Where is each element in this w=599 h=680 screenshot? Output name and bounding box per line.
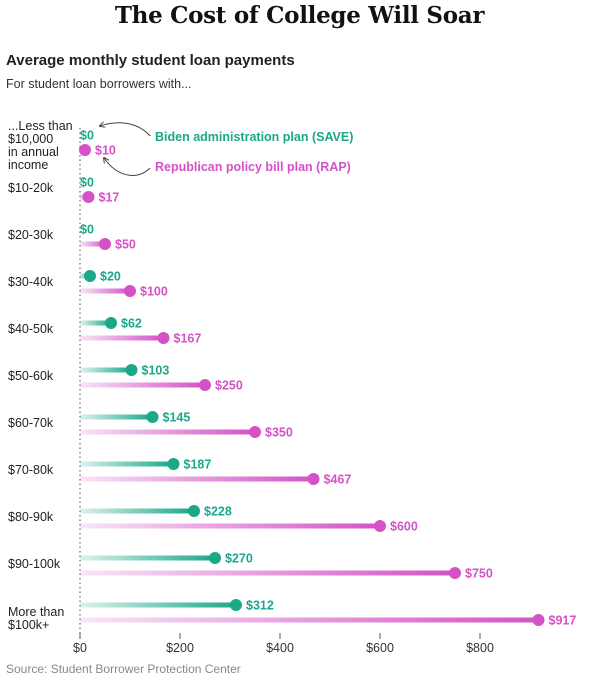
category-label: $50-60k (8, 369, 54, 383)
save-dot (230, 599, 242, 611)
rap-dot (249, 426, 261, 438)
save-dot (125, 364, 138, 376)
rap-dot (532, 614, 545, 626)
rap-bar (80, 288, 130, 294)
legend-rap: Republican policy bill plan (RAP) (155, 160, 351, 174)
x-tick-label: $0 (73, 641, 87, 655)
rap-dot (157, 332, 170, 344)
save-value-label: $187 (184, 458, 212, 472)
rap-value-label: $250 (215, 379, 243, 393)
save-bar (80, 555, 215, 561)
category-label: $90-100k (8, 557, 61, 571)
rap-dot (449, 567, 461, 579)
save-value-label: $62 (121, 317, 142, 331)
rap-bar (80, 241, 105, 247)
chart-subtitle: Average monthly student loan payments (6, 52, 295, 69)
rap-dot (374, 520, 386, 532)
save-value-label: $270 (225, 552, 253, 566)
save-bar (80, 367, 132, 373)
rap-value-label: $917 (549, 614, 577, 628)
chart-intro: For student loan borrowers with... (6, 77, 192, 91)
rap-dot (99, 238, 111, 250)
rap-dot (307, 473, 320, 485)
save-bar (80, 508, 194, 514)
category-label: $30-40k (8, 275, 54, 289)
rap-dot (199, 379, 211, 391)
rap-value-label: $750 (465, 567, 493, 581)
save-dot (146, 411, 159, 423)
rap-bar (80, 382, 205, 388)
category-label: More than $100k+ (8, 605, 65, 632)
category-label: $10-20k (8, 181, 54, 195)
headline: The Cost of College Will Soar (114, 2, 485, 29)
rap-bar (80, 570, 455, 576)
save-value-label: $312 (246, 599, 274, 613)
save-dot (167, 458, 180, 470)
rap-bar (80, 523, 380, 529)
rap-bar (80, 617, 539, 623)
save-bar (80, 320, 111, 326)
save-bar (80, 461, 174, 467)
rap-dot (124, 285, 136, 297)
rap-value-label: $100 (140, 285, 168, 299)
rap-value-label: $600 (390, 520, 418, 534)
rap-bar (80, 335, 164, 341)
rap-value-label: $350 (265, 426, 293, 440)
legend-arrow-save (100, 123, 151, 137)
rap-value-label: $167 (174, 332, 202, 346)
rap-value-label: $10 (95, 144, 116, 158)
save-bar (80, 414, 153, 420)
x-tick-label: $800 (466, 641, 494, 655)
category-label: $20-30k (8, 228, 54, 242)
save-value-label: $0 (80, 223, 94, 237)
rap-value-label: $467 (324, 473, 352, 487)
legend-arrow-rap (104, 158, 151, 176)
save-dot (105, 317, 117, 329)
x-tick-label: $200 (166, 641, 194, 655)
category-label: $80-90k (8, 510, 54, 524)
save-value-label: $0 (80, 176, 94, 190)
save-value-label: $228 (204, 505, 232, 519)
save-dot (188, 505, 200, 517)
rap-value-label: $50 (115, 238, 136, 252)
category-label: $60-70k (8, 416, 54, 430)
x-tick-label: $600 (366, 641, 394, 655)
source-note: Source: Student Borrower Protection Cent… (6, 662, 241, 676)
save-bar (80, 602, 236, 608)
category-label: $40-50k (8, 322, 54, 336)
save-dot (84, 270, 96, 282)
legend-save: Biden administration plan (SAVE) (155, 130, 354, 144)
save-value-label: $20 (100, 270, 121, 284)
save-value-label: $0 (80, 129, 94, 143)
save-value-label: $145 (163, 411, 191, 425)
save-value-label: $103 (142, 364, 170, 378)
rap-value-label: $17 (99, 191, 120, 205)
save-dot (209, 552, 221, 564)
category-label: $70-80k (8, 463, 54, 477)
rap-bar (80, 429, 255, 435)
rap-dot (82, 191, 95, 203)
rap-bar (80, 476, 314, 482)
x-tick-label: $400 (266, 641, 294, 655)
rap-dot (79, 144, 91, 156)
category-label: ...Less than $10,000 in annual income (8, 119, 73, 172)
